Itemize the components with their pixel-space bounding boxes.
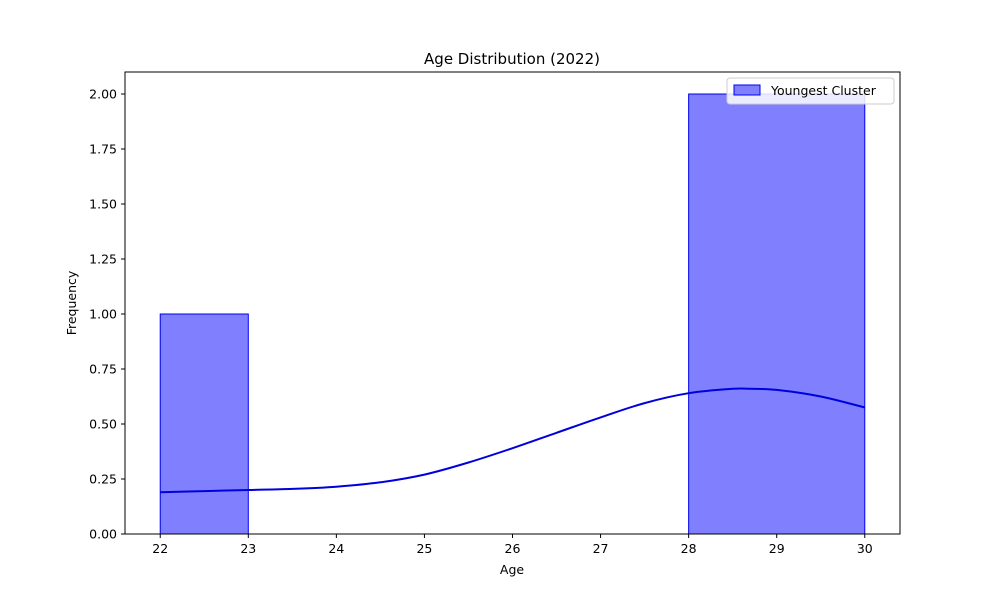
chart-title: Age Distribution (2022) [424,50,600,68]
y-tick-label: 0.50 [89,417,117,432]
x-tick-label: 30 [857,541,873,556]
y-tick-label: 1.50 [89,197,117,212]
histogram-bar [688,93,866,535]
plot-area [159,93,866,535]
legend-swatch [733,84,761,96]
y-tick-label: 2.00 [89,87,117,102]
y-tick-label: 1.75 [89,142,117,157]
legend-box [726,77,895,105]
legend: Youngest Cluster [726,77,895,105]
x-tick-label: 25 [416,541,432,556]
x-tick-label: 28 [681,541,697,556]
x-tick-label: 24 [328,541,344,556]
y-tick-label: 1.25 [89,252,117,267]
x-tick-label: 29 [769,541,785,556]
x-tick-label: 26 [505,541,521,556]
y-tick-label: 1.00 [89,307,117,322]
legend-label: Youngest Cluster [770,83,877,98]
y-axis-label: Frequency [64,270,79,335]
kde-curve [160,387,866,494]
x-tick-label: 22 [152,541,168,556]
x-tick-label: 27 [593,541,609,556]
y-tick-label: 0.75 [89,362,117,377]
y-axis: 0.00 0.25 0.50 0.75 1.00 1.25 1.50 1.75 2.00 [89,87,125,542]
histogram-bar [159,313,249,535]
x-axis: 22 23 24 25 26 27 28 29 30 [152,534,873,556]
y-tick-label: 0.25 [89,472,117,487]
y-tick-label: 0.00 [89,527,117,542]
x-tick-label: 23 [240,541,256,556]
x-axis-label: Age [500,562,524,577]
